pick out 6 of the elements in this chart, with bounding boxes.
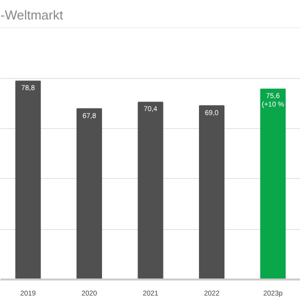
bar [138, 102, 164, 280]
bar [198, 105, 224, 280]
chart-title: -Weltmarkt [0, 8, 64, 22]
bar [15, 80, 41, 280]
bar [76, 108, 102, 280]
bar [260, 88, 286, 280]
